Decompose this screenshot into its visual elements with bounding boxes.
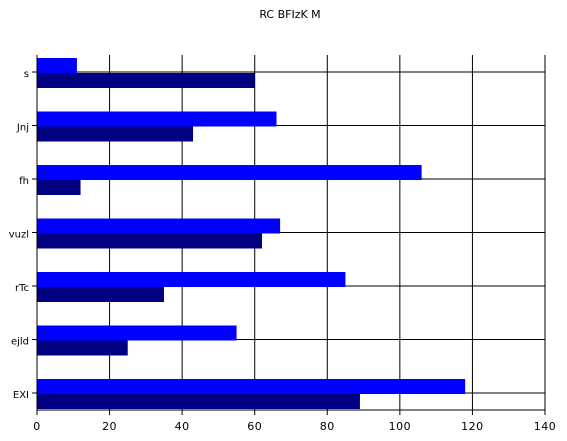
x-tick-label: 140 [534, 420, 557, 433]
bar-s-series-2 [37, 73, 255, 88]
x-tick-label: 60 [247, 420, 262, 433]
x-tick-label: 80 [320, 420, 335, 433]
x-tick-label: 100 [389, 420, 412, 433]
tick-labels: s Jnj fh vuzl rTc ejld EXI 0 20 40 60 80 100 120 140 [9, 69, 557, 433]
bar-rTc-series-2 [37, 287, 164, 302]
y-tick-label: s [24, 69, 29, 80]
bar-ejld-series-1 [37, 325, 237, 341]
chart-title: RC BFIzK M [259, 8, 320, 21]
y-tick-label: ejld [11, 337, 29, 348]
bar-vuzl-series-1 [37, 218, 281, 234]
bar-ejld-series-2 [37, 340, 128, 356]
bars [37, 58, 466, 409]
bar-vuzl-series-2 [37, 233, 262, 249]
bar-fh-series-1 [37, 165, 422, 180]
y-tick-label: Jnj [16, 123, 29, 134]
y-tick-label: EXI [13, 390, 29, 401]
bar-EXI-series-2 [37, 394, 360, 409]
bar-fh-series-2 [37, 180, 81, 195]
x-tick-label: 0 [33, 420, 41, 433]
y-tick-label: fh [19, 176, 29, 187]
bar-s-series-1 [37, 58, 77, 73]
x-tick-label: 120 [461, 420, 484, 433]
bar-Jnj-series-2 [37, 126, 194, 142]
y-tick-label: rTc [15, 283, 29, 294]
y-tick-label: vuzl [9, 230, 29, 241]
x-tick-label: 40 [175, 420, 190, 433]
bar-EXI-series-1 [37, 379, 466, 394]
x-tick-label: 20 [102, 420, 117, 433]
axes [36, 55, 545, 411]
bar-rTc-series-1 [37, 272, 346, 287]
bar-Jnj-series-1 [37, 111, 277, 127]
